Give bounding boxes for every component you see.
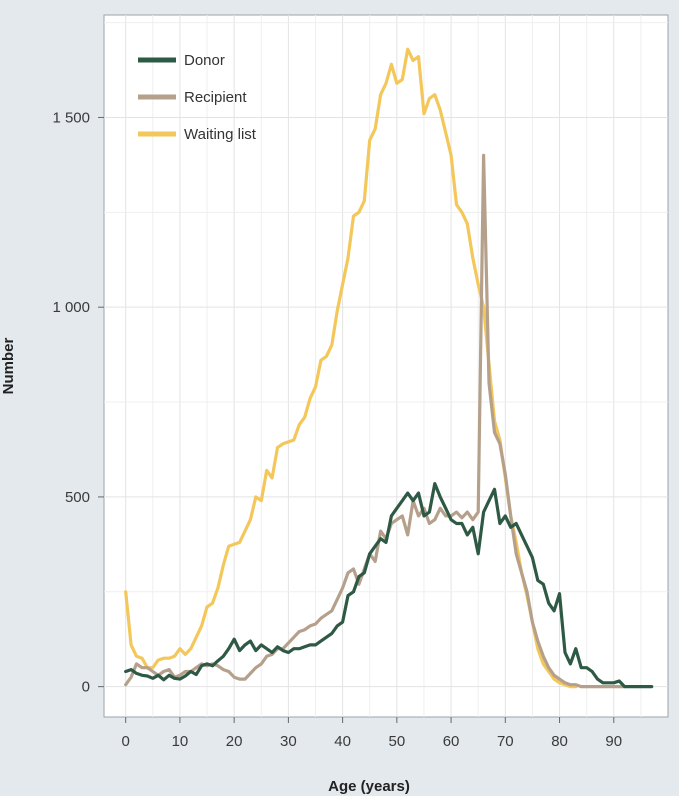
grid [104, 15, 668, 717]
legend: Donor Recipient Waiting list [138, 52, 257, 143]
y-tick-label: 1 500 [52, 109, 90, 126]
x-tick-label: 0 [122, 733, 130, 750]
series-line-donor [124, 482, 654, 689]
x-tick-label: 30 [280, 733, 297, 750]
x-axis-title: Age (years) [328, 778, 410, 795]
x-tick-label: 70 [497, 733, 514, 750]
x-tick-label: 40 [334, 733, 351, 750]
plot-background [103, 14, 669, 718]
y-tick-label: 0 [82, 679, 90, 696]
legend-label-donor: Donor [184, 52, 225, 69]
x-tick-label: 50 [389, 733, 406, 750]
series-lines [124, 47, 654, 689]
x-tick-label: 20 [226, 733, 243, 750]
y-tick-label: 1 000 [52, 299, 90, 316]
x-tick-label: 80 [551, 733, 568, 750]
y-tick-label: 500 [65, 489, 90, 506]
legend-label-waiting-list: Waiting list [184, 126, 257, 143]
axis-ticks: 0 10 20 30 40 50 60 70 80 90 0 500 1 000 1 500 [52, 109, 622, 750]
x-tick-label: 60 [443, 733, 460, 750]
x-tick-label: 10 [172, 733, 189, 750]
y-axis-title: Number [0, 338, 17, 395]
x-tick-label: 90 [605, 733, 622, 750]
legend-label-recipient: Recipient [184, 89, 247, 106]
